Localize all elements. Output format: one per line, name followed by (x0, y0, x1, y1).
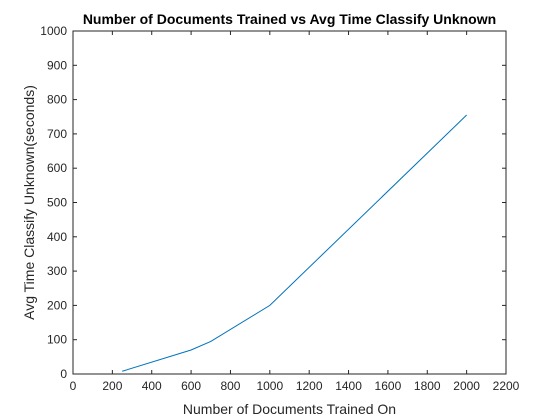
y-tick-label: 600 (47, 161, 67, 175)
x-axis-label: Number of Documents Trained On (183, 401, 396, 417)
y-tick-label: 300 (47, 264, 67, 278)
x-tick-label: 2000 (453, 379, 480, 393)
x-tick-label: 400 (142, 379, 162, 393)
chart-title: Number of Documents Trained vs Avg Time … (83, 11, 496, 27)
x-tick-label: 1800 (414, 379, 441, 393)
y-tick-label: 800 (47, 93, 67, 107)
y-tick-label: 700 (47, 127, 67, 141)
plot-area (73, 31, 506, 374)
x-tick-label: 200 (102, 379, 122, 393)
y-tick-label: 0 (60, 367, 67, 381)
x-tick-label: 1400 (335, 379, 362, 393)
y-tick-label: 200 (47, 298, 67, 312)
y-axis-label: Avg Time Classify Unknown(seconds) (21, 85, 37, 320)
y-tick-label: 1000 (40, 24, 67, 38)
series-line (122, 114, 467, 372)
y-tick-label: 500 (47, 196, 67, 210)
y-tick-label: 400 (47, 230, 67, 244)
x-tick-label: 600 (181, 379, 201, 393)
axes-box (72, 30, 507, 375)
x-tick-label: 1600 (375, 379, 402, 393)
series-layer (122, 114, 467, 372)
x-tick-label: 0 (70, 379, 77, 393)
y-tick-label: 900 (47, 58, 67, 72)
ticks-layer: 0 200 400 600 800 1000 1200 1400 1600 1800 2000 220… (40, 24, 519, 393)
x-tick-label: 800 (220, 379, 240, 393)
x-tick-label: 1200 (296, 379, 323, 393)
x-tick-label: 1000 (256, 379, 283, 393)
x-tick-label: 2200 (493, 379, 520, 393)
y-tick-label: 100 (47, 333, 67, 347)
